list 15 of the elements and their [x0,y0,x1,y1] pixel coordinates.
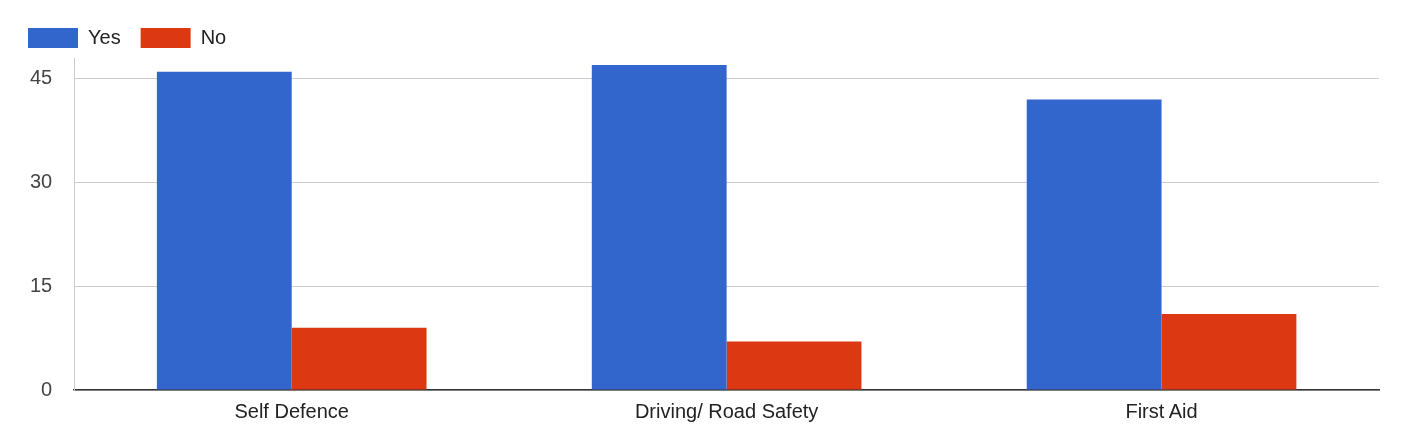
y-tick-label: 15 [30,273,53,296]
bar [156,71,292,390]
legend-label: No [200,25,227,48]
x-tick-label: First Aid [1125,399,1198,422]
bar [1161,313,1297,390]
y-tick-label: 45 [30,66,53,89]
bar [591,64,727,390]
x-tick-label: Driving/ Road Safety [634,399,819,422]
legend-label: Yes [88,25,121,48]
x-tick-label: Self Defence [234,399,349,422]
bar [726,341,862,390]
bar [291,327,427,390]
bar [1026,99,1162,390]
y-tick-label: 30 [30,170,53,193]
y-tick-label: 0 [41,377,53,400]
